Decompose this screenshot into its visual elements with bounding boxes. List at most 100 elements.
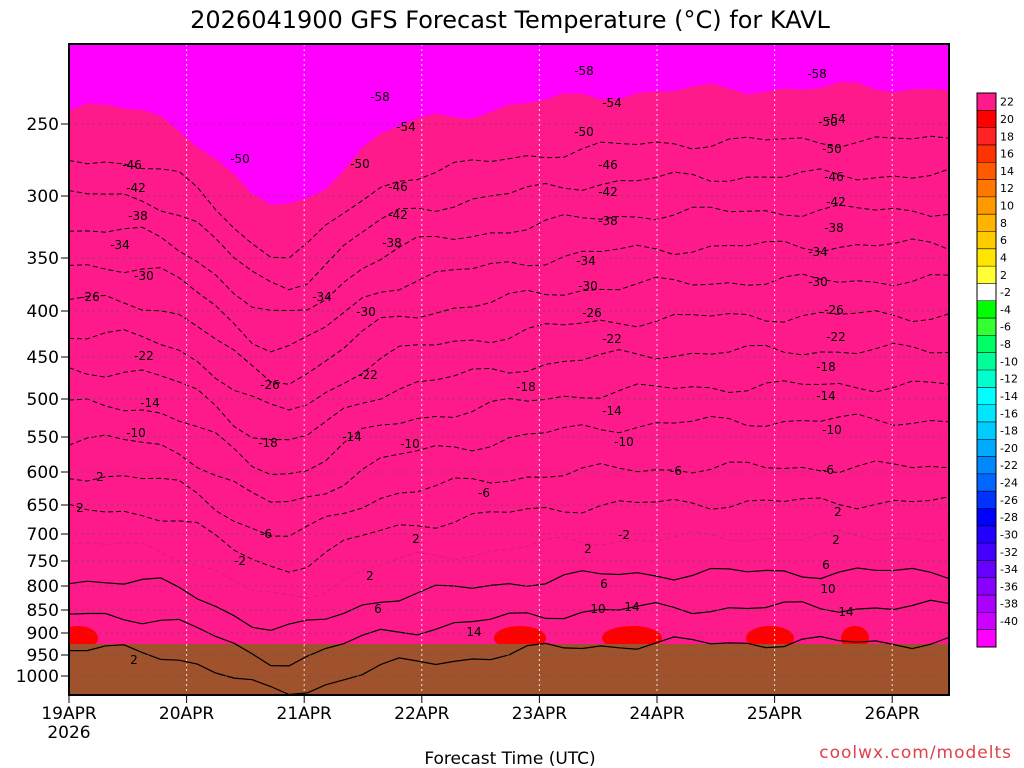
x-tick-label: 25APR (747, 704, 803, 724)
colorbar-label: -36 (1000, 580, 1018, 593)
contour-label: 2 (76, 501, 84, 515)
y-tick-label: 500 (27, 390, 59, 410)
isotherm-line (69, 567, 949, 632)
contour-label: -10 (126, 426, 146, 440)
contour-label: 10 (590, 602, 605, 616)
colorbar-swatch (977, 629, 996, 648)
contour-label: 10 (820, 582, 835, 596)
isotherm-line (69, 273, 949, 385)
contour-label: -54 (396, 120, 416, 134)
y-tick-label: 700 (27, 525, 59, 545)
contour-label: -26 (824, 303, 844, 317)
colorbar-label: -6 (1000, 321, 1011, 334)
contour-label: 2 (832, 533, 840, 547)
colorbar-label: 4 (1000, 251, 1007, 264)
colorbar-swatch (977, 283, 996, 302)
contour-label: -34 (312, 290, 332, 304)
contour-label: 6 (822, 558, 830, 572)
isotherm-line (69, 635, 949, 695)
colorbar-swatch (977, 404, 996, 423)
contour-label: -18 (258, 436, 278, 450)
isotherm-line (69, 168, 949, 291)
contour-label: 14 (466, 625, 481, 639)
colorbar-swatch (977, 231, 996, 250)
colorbar-swatch (977, 335, 996, 354)
colorbar-label: -22 (1000, 459, 1018, 472)
ground-surface (69, 644, 949, 695)
colorbar-swatch (977, 595, 996, 613)
x-axis: 19APR 20APR 21APR 22APR 23APR 24APR 25APR 26APR (41, 695, 920, 724)
contour-label: -38 (598, 214, 618, 228)
colorbar-label: -34 (1000, 563, 1018, 576)
contour-label: 2 (834, 505, 842, 519)
contour-label: -26 (80, 290, 100, 304)
grid-lines (69, 44, 949, 695)
surface-fill (69, 644, 949, 695)
contour-label: -6 (670, 464, 682, 478)
contour-label: -14 (342, 430, 362, 444)
isotherm-line (69, 413, 949, 503)
y-tick-label: 600 (27, 463, 59, 483)
colorbar-swatch (977, 110, 996, 129)
contour-label: -30 (808, 275, 828, 289)
x-axis-year: 2026 (47, 723, 90, 743)
contour-label: -30 (356, 305, 376, 319)
contour-label: -26 (582, 306, 602, 320)
colorbar-swatch (977, 266, 996, 284)
contour-label: -58 (574, 64, 594, 78)
contour-label: -38 (824, 221, 844, 235)
contour-label: -34 (808, 245, 828, 259)
colorbar-label: -8 (1000, 338, 1011, 351)
contour-label: -10 (400, 437, 420, 451)
colorbar: 22 20 18 16 14 12 10 8 6 4 2 -2 -4 -6 -8 -10 -12 -14 -16 -1… (976, 92, 1018, 648)
y-tick-label: 1000 (16, 667, 59, 687)
contour-label: -6 (260, 527, 272, 541)
contour-label: -42 (826, 195, 846, 209)
colorbar-swatch (977, 612, 996, 631)
plot-frame (68, 43, 950, 696)
y-axis: 250 300 350 400 450 500 550 600 650 700 750 800 850 9… (16, 115, 69, 687)
colorbar-label: 20 (1000, 113, 1014, 126)
chart-title: 2026041900 GFS Forecast Temperature (°C)… (190, 6, 830, 34)
colorbar-swatch (977, 162, 996, 181)
x-axis-label: Forecast Time (UTC) (424, 749, 595, 768)
contour-label: -54 (602, 96, 622, 110)
contour-label: -58 (807, 67, 827, 81)
colorbar-swatch (977, 248, 996, 267)
colorbar-label: -12 (1000, 373, 1018, 386)
isotherm-line (69, 529, 949, 599)
colorbar-label: 2 (1000, 269, 1007, 282)
colorbar-swatch (977, 179, 996, 198)
colorbar-swatch (977, 577, 996, 596)
isotherm-line (69, 310, 949, 411)
x-tick-label: 26APR (865, 704, 921, 724)
colorbar-swatch (977, 144, 996, 163)
colorbar-label: -38 (1000, 598, 1018, 611)
y-tick-label: 950 (27, 646, 59, 666)
colorbar-label: 18 (1000, 130, 1014, 143)
colorbar-swatch (977, 491, 996, 509)
contour-label: -22 (358, 368, 378, 382)
isotherm-line (69, 599, 949, 667)
contour-label: 2 (130, 653, 138, 667)
contour-label: -42 (598, 185, 618, 199)
x-tick-label: 19APR (41, 704, 97, 724)
x-tick-label: 21APR (277, 704, 333, 724)
colorbar-swatch (977, 214, 996, 232)
contour-label: -50 (350, 157, 370, 171)
contour-label: -50 (818, 115, 838, 129)
colorbar-swatch (977, 370, 996, 388)
contour-label: -14 (602, 404, 622, 418)
isotherm-line (69, 342, 949, 441)
isotherm-lines (69, 135, 949, 695)
colorbar-swatch (977, 421, 996, 440)
contour-label: 2 (584, 542, 592, 556)
colorbar-swatch (977, 93, 996, 111)
y-tick-label: 650 (27, 496, 59, 516)
colorbar-label: -14 (1000, 390, 1018, 403)
contour-label: -34 (576, 254, 596, 268)
contour-label: 2 (96, 470, 104, 484)
contour-label: -6 (478, 486, 490, 500)
contour-label: -6 (822, 463, 834, 477)
x-tick-label: 22APR (394, 704, 450, 724)
